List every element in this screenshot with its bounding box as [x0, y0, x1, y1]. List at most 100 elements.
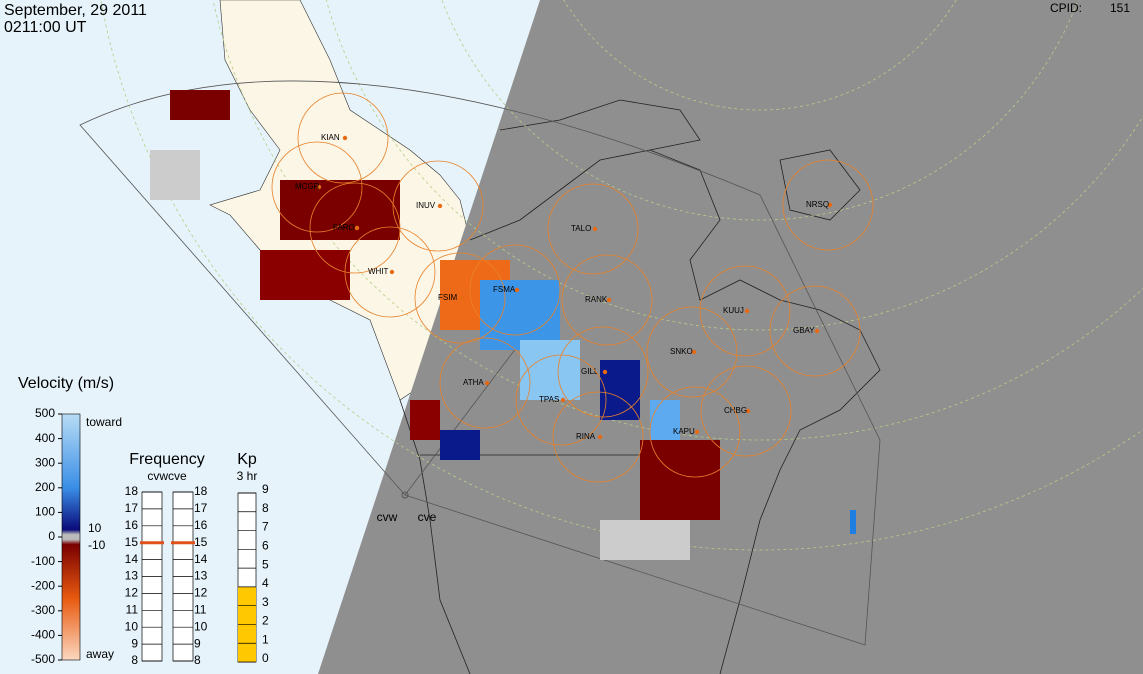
station-label: FSMA: [493, 285, 516, 294]
station-dot: [592, 226, 598, 232]
time: 0211:00 UT: [4, 19, 87, 36]
frequency-tick-label: 17: [125, 501, 139, 515]
station-label: INUV: [416, 201, 436, 210]
station-label: KAPU: [673, 427, 695, 436]
velocity-tick-label: 0: [48, 529, 55, 543]
kp-tick-label: 9: [262, 482, 269, 496]
velocity-tick-label: -500: [31, 652, 55, 666]
station-range: [297, 92, 389, 184]
station-range: [469, 244, 561, 336]
velocity-colorbar: [61, 413, 81, 661]
station-label: SNKO: [670, 347, 693, 356]
frequency-tick-label: 12: [125, 586, 139, 600]
frequency-tick-label: 16: [194, 518, 208, 532]
kp-tick-label: 3: [262, 595, 269, 609]
station-dot: [484, 380, 490, 386]
station-dot: [437, 203, 443, 209]
frequency-subtitle: cvwcve: [147, 469, 187, 483]
kp-tick-label: 1: [262, 632, 269, 646]
kp-tick-label: 8: [262, 501, 269, 515]
velocity-title: Velocity (m/s): [18, 375, 114, 392]
station-range: [769, 285, 861, 377]
frequency-tick-label: 15: [125, 535, 139, 549]
station-range: [414, 252, 506, 344]
station-dot: [606, 297, 612, 303]
ground-label: -10: [88, 538, 106, 552]
velocity-tick-label: -300: [31, 603, 55, 617]
kp-title: Kp: [237, 451, 257, 468]
night-shade: [318, 0, 1143, 674]
kp-tick-label: 2: [262, 614, 269, 628]
station-label: KUUJ: [723, 306, 744, 315]
frequency-tick-label: 18: [194, 484, 208, 498]
station-dot: [744, 308, 750, 314]
station-label: GBAY: [793, 326, 815, 335]
station-range: [649, 386, 741, 478]
velocity-tick-label: -200: [31, 578, 55, 592]
velocity-tick-label: -100: [31, 554, 55, 568]
frequency-tick-label: 11: [126, 602, 139, 616]
frequency-tick-label: 10: [125, 619, 139, 633]
radar-label: cvw: [377, 510, 398, 524]
station-label: KIAN: [321, 133, 340, 142]
velocity-tick-label: 300: [35, 455, 55, 469]
station-label: ATHA: [463, 378, 484, 387]
station-dot: [354, 225, 360, 231]
ground-label: 10: [88, 521, 102, 535]
station-label: RANK: [585, 295, 608, 304]
station-range: [552, 391, 644, 483]
cpid: 151: [1110, 1, 1130, 15]
station-dot: [694, 429, 700, 435]
frequency-tick-label: 8: [131, 653, 138, 667]
frequency-tick-label: 8: [194, 653, 201, 667]
station-dot: [389, 269, 395, 275]
station-label: TALO: [571, 224, 591, 233]
date: September, 29 2011: [4, 2, 147, 19]
velocity-tick-label: 500: [35, 406, 55, 420]
station-range: [344, 226, 436, 318]
frequency-tick-label: 13: [125, 569, 139, 583]
frequency-tick-label: 18: [125, 484, 139, 498]
station-dot: [602, 369, 608, 375]
frequency-title: Frequency: [129, 451, 205, 468]
velocity-tick-label: -400: [31, 628, 55, 642]
radar-label: cve: [418, 510, 437, 524]
station-label: WHIT: [368, 267, 389, 276]
station-label: RINA: [576, 432, 596, 441]
velocity-tick-label: 200: [35, 480, 55, 494]
frequency-tick-label: 16: [125, 518, 139, 532]
station-dot: [745, 408, 751, 414]
station-dot: [560, 397, 566, 403]
station-dot: [597, 434, 603, 440]
frequency-tick-label: 14: [125, 552, 139, 566]
frequency-tick-label: 15: [194, 535, 208, 549]
frequency-tick-label: 13: [194, 569, 208, 583]
stations: KIAN MCGR INUV FARO WHIT FSIM FSMA RANK TALO NRSQ…: [271, 92, 874, 483]
station-label: TPAS: [539, 395, 559, 404]
frequency-tick-label: 12: [194, 586, 208, 600]
station-label: NRSQ: [806, 200, 829, 209]
kp-subtitle: 3 hr: [237, 469, 258, 483]
station-range: [392, 160, 484, 252]
station-range: [700, 365, 792, 457]
cpid-label: CPID:: [1050, 1, 1082, 15]
station-dot: [342, 135, 348, 141]
kp-tick-label: 5: [262, 557, 269, 571]
frequency-tick-label: 17: [194, 501, 208, 515]
station-label: FARO: [333, 223, 355, 232]
station-dot: [827, 202, 833, 208]
station-dot: [459, 295, 465, 301]
station-dot: [514, 287, 520, 293]
velocity-cells: [150, 90, 856, 560]
frequency-tick-label: 14: [194, 552, 208, 566]
station-range: [782, 159, 874, 251]
kp-tick-label: 6: [262, 539, 269, 553]
frequency-tick-label: 9: [131, 636, 138, 650]
station-label: MCGR: [295, 182, 320, 191]
station-range: [646, 306, 738, 398]
radar-site: [401, 491, 409, 499]
station-range: [561, 254, 653, 346]
away-label: away: [86, 647, 114, 661]
frequency-tick-label: 10: [194, 619, 208, 633]
